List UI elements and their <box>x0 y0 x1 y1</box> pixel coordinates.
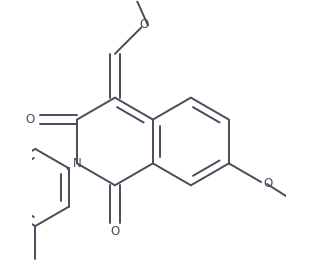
Text: N: N <box>73 157 81 170</box>
Text: O: O <box>110 225 120 238</box>
Text: O: O <box>139 18 149 31</box>
Text: O: O <box>26 113 35 126</box>
Text: O: O <box>264 177 273 190</box>
